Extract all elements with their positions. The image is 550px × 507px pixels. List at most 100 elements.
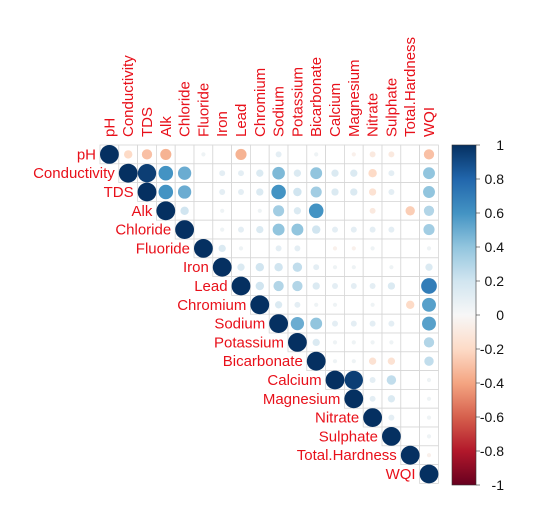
column-label-nitrate: Nitrate — [365, 93, 382, 137]
color-bar-tick-label: 0.4 — [485, 239, 505, 255]
grid-cell — [193, 163, 214, 184]
corr-circle-conductivity-magnesium — [350, 169, 358, 177]
corr-circle-chromium-bicarbonate — [314, 302, 319, 307]
row-label-magnesium: Magnesium — [263, 391, 341, 408]
corr-circle-bicarbonate-magnesium — [351, 359, 356, 364]
corr-circle-fluoride-potassium — [294, 245, 301, 252]
corr-circle-nitrate-wqi — [426, 415, 432, 420]
grid-cell — [400, 351, 420, 371]
grid-cell — [193, 200, 214, 221]
corr-circle-conductivity-sulphate — [388, 170, 395, 177]
corr-circle-sulphate-wqi — [426, 434, 432, 439]
corr-circle-chloride-chloride — [175, 220, 195, 240]
corr-circle-iron-sulphate — [389, 265, 394, 270]
corr-circle-wqi-wqi — [419, 464, 439, 484]
corr-circle-ph-nitrate — [369, 151, 376, 158]
grid-cell — [400, 276, 420, 296]
corr-circle-conductivity-tds — [137, 164, 157, 183]
grid-cell — [400, 219, 420, 240]
corr-circle-lead-nitrate — [369, 283, 376, 289]
corr-circle-sodium-magnesium — [350, 320, 357, 327]
corr-circle-bicarbonate-nitrate — [368, 357, 377, 365]
corr-circle-potassium-sulphate — [389, 340, 394, 345]
corr-circle-alk-wqi — [423, 205, 435, 216]
corr-circle-tds-alk — [158, 184, 174, 200]
column-label-bicarbonate: Bicarbonate — [308, 57, 325, 137]
corr-circle-calcium-nitrate — [369, 377, 376, 383]
corr-circle-conductivity-conductivity — [118, 163, 138, 183]
corr-circle-conductivity-bicarbonate — [310, 167, 323, 180]
grid-cell — [306, 238, 326, 259]
column-label-alk: Alk — [158, 116, 175, 137]
corr-circle-fluoride-wqi — [426, 246, 432, 251]
grid-cell — [287, 144, 308, 165]
corr-circle-ph-sodium — [275, 151, 282, 158]
corr-circle-ph-wqi — [423, 149, 435, 160]
corr-circle-chloride-bicarbonate — [312, 225, 321, 234]
corr-circle-chromium-potassium — [294, 301, 301, 308]
corr-circle-iron-chromium — [255, 263, 264, 272]
corr-circle-fluoride-calcium — [332, 246, 338, 251]
corr-circle-potassium-magnesium — [351, 340, 356, 345]
corr-circle-chromium-sodium — [274, 301, 283, 309]
corr-circle-conductivity-potassium — [293, 169, 302, 177]
corr-circle-alk-potassium — [293, 207, 302, 215]
corr-circle-calcium-sulphate — [386, 375, 397, 385]
column-label-wqi: WQI — [421, 107, 438, 137]
corr-circle-conductivity-wqi — [423, 167, 435, 180]
corr-circle-sodium-sulphate — [388, 320, 395, 327]
corr-circle-chromium-calcium — [332, 302, 338, 307]
corr-circle-potassium-calcium — [332, 340, 338, 345]
corr-circle-chloride-wqi — [423, 224, 435, 236]
corr-circle-conductivity-chloride — [177, 166, 192, 180]
corr-circle-nitrate-sulphate — [388, 414, 395, 421]
grid-cell — [325, 200, 345, 221]
corr-circle-tds-tds — [137, 182, 157, 202]
corr-circle-total-hardness-total-hardness — [400, 445, 420, 465]
corr-circle-conductivity-calcium — [331, 169, 339, 177]
corr-circle-bicarbonate-bicarbonate — [306, 351, 326, 371]
column-label-total-hardness: Total.Hardness — [402, 37, 419, 137]
grid-cell — [400, 257, 420, 277]
corr-circle-iron-calcium — [332, 265, 338, 270]
grid-cell — [343, 294, 364, 315]
grid-cell — [249, 238, 270, 259]
corr-circle-alk-iron — [220, 208, 225, 213]
corr-circle-chromium-chromium — [250, 295, 270, 315]
grid-cell — [343, 200, 364, 221]
corr-circle-sodium-wqi — [422, 316, 436, 331]
corr-circle-bicarbonate-calcium — [332, 359, 338, 364]
corr-circle-ph-fluoride — [201, 152, 206, 157]
row-label-chromium: Chromium — [177, 297, 246, 314]
corr-circle-conductivity-sodium — [272, 166, 285, 180]
color-bar-tick-label: -1 — [492, 477, 505, 493]
column-label-chloride: Chloride — [177, 81, 194, 137]
corr-circle-chloride-magnesium — [350, 226, 357, 233]
grid-cell — [381, 294, 402, 315]
corr-circle-iron-wqi — [425, 263, 433, 271]
row-label-wqi: WQI — [386, 466, 416, 483]
corr-circle-fluoride-nitrate — [370, 246, 375, 251]
corr-circle-alk-alk — [156, 201, 176, 221]
corr-circle-tds-chromium — [256, 188, 264, 196]
corr-circle-iron-lead — [237, 263, 245, 271]
corr-circle-ph-tds — [141, 149, 153, 160]
corr-circle-chloride-lead — [238, 226, 244, 233]
corr-circle-sodium-calcium — [332, 320, 338, 327]
corr-circle-alk-total-hardness — [405, 206, 415, 216]
corr-circle-conductivity-iron — [219, 170, 226, 177]
corr-circle-magnesium-sulphate — [387, 395, 396, 403]
corr-circle-ph-sulphate — [388, 151, 395, 158]
corr-circle-lead-magnesium — [350, 283, 357, 289]
corr-circle-fluoride-fluoride — [194, 239, 213, 258]
corr-circle-tds-sulphate — [388, 189, 395, 195]
corr-circle-fluoride-iron — [218, 244, 226, 253]
corr-circle-calcium-magnesium — [344, 370, 363, 390]
color-bar-tick-label: -0.8 — [480, 443, 504, 459]
row-label-chloride: Chloride — [115, 222, 171, 239]
row-label-potassium: Potassium — [214, 334, 284, 351]
column-label-sulphate: Sulphate — [383, 78, 400, 137]
corr-circle-fluoride-magnesium — [351, 246, 356, 251]
grid-cell — [400, 163, 420, 184]
grid-cell — [381, 200, 402, 221]
